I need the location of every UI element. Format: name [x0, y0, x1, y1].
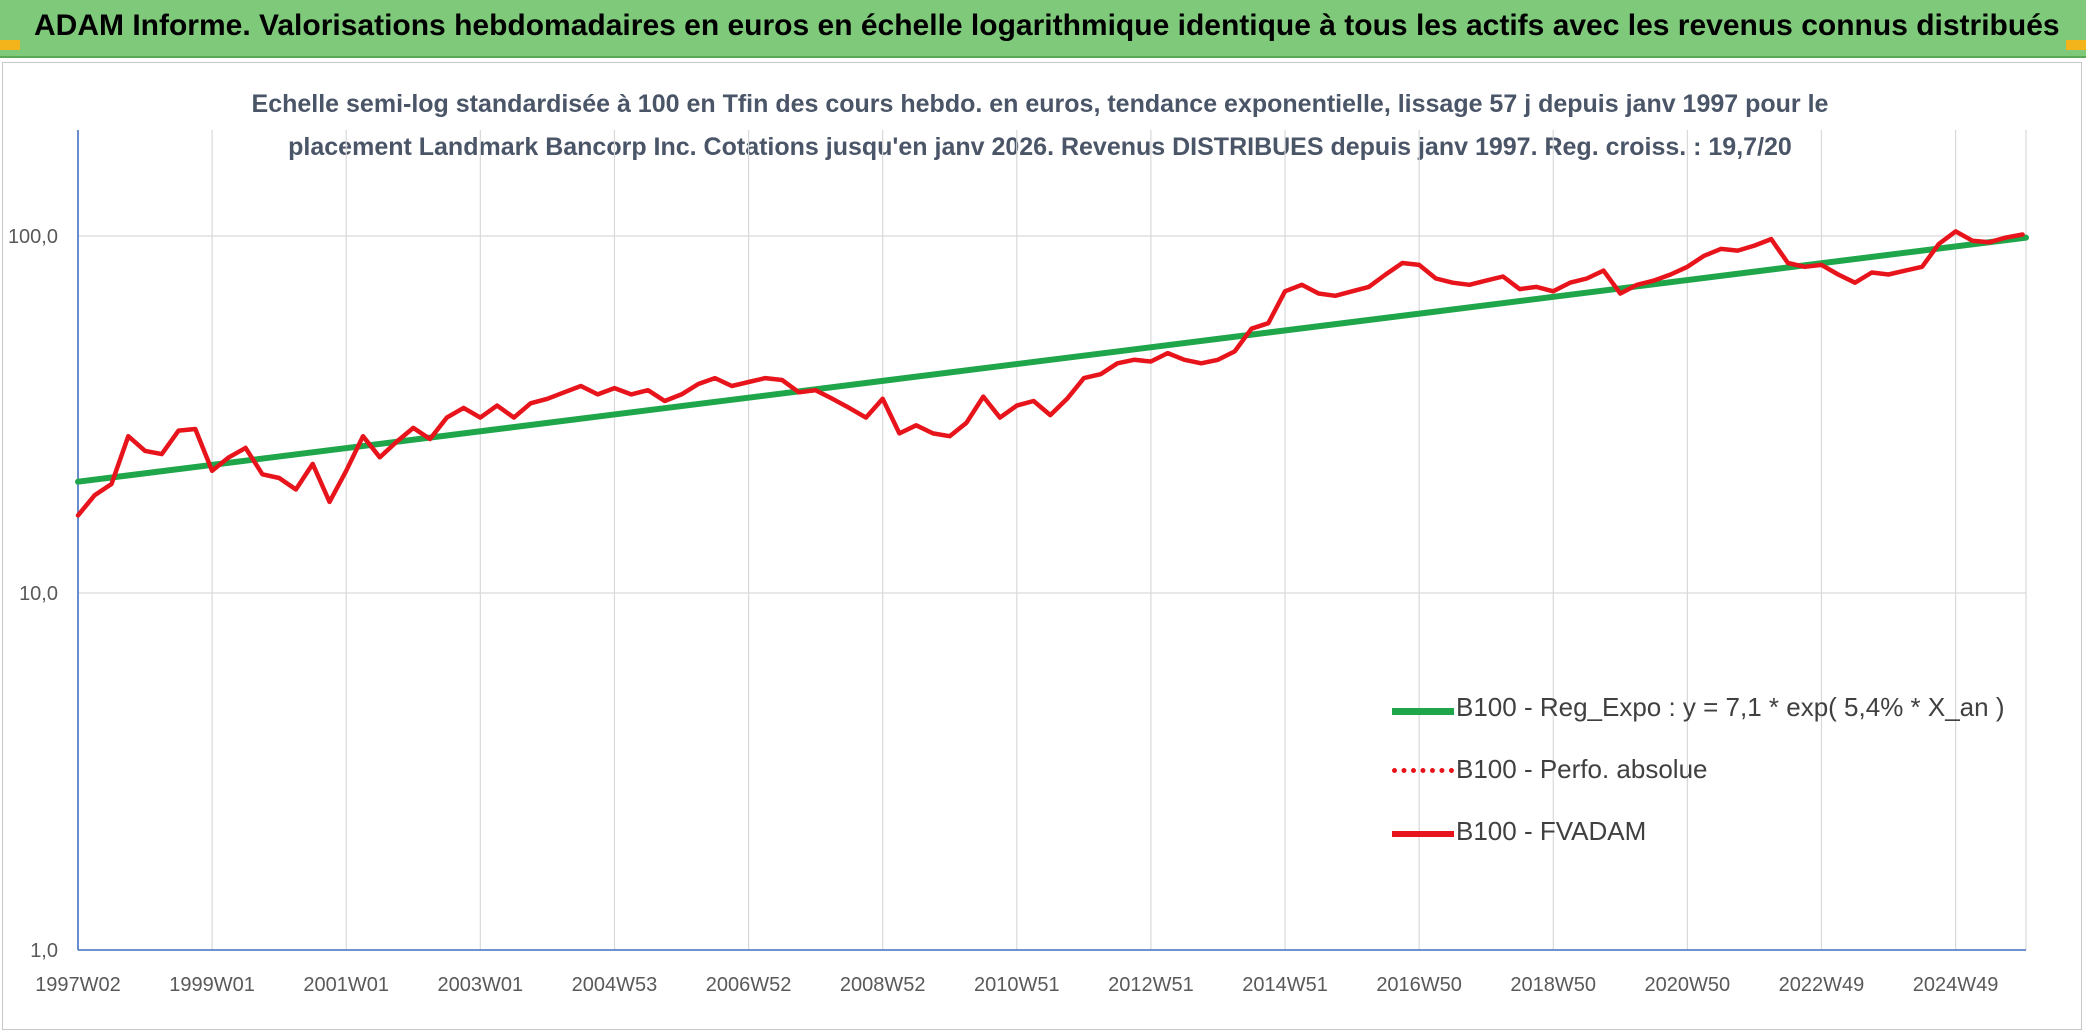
legend-swatch-fvadam [1392, 831, 1454, 837]
legend-swatch-regression [1392, 708, 1454, 715]
x-tick-label-13: 2022W49 [1779, 974, 1865, 996]
series-line-0 [75, 234, 2029, 485]
x-tick-label-0: 1997W02 [35, 974, 121, 996]
x-tick-label-8: 2012W51 [1108, 974, 1194, 996]
corner-marker-right [2066, 40, 2086, 50]
chart-subtitle-line2: placement Landmark Bancorp Inc. Cotation… [288, 133, 1792, 161]
legend-swatch-perfo [1392, 768, 1454, 773]
x-tick-label-12: 2020W50 [1645, 974, 1731, 996]
chart-subtitle-line1: Echelle semi-log standardisée à 100 en T… [251, 90, 1829, 118]
x-tick-label-6: 2008W52 [840, 974, 926, 996]
y-tick-label-0: 1,0 [30, 940, 58, 962]
corner-marker-left [0, 40, 20, 50]
legend-label-fvadam: B100 - FVADAM [1456, 816, 1647, 846]
x-tick-label-5: 2006W52 [706, 974, 792, 996]
chart-frame [2, 62, 2082, 1030]
series-line-2 [75, 229, 2025, 518]
x-tick-label-7: 2010W51 [974, 974, 1060, 996]
header-bar [0, 0, 2086, 58]
x-tick-label-3: 2003W01 [438, 974, 524, 996]
y-tick-label-1: 10,0 [19, 583, 58, 605]
x-tick-label-10: 2016W50 [1376, 974, 1462, 996]
x-tick-label-2: 2001W01 [303, 974, 389, 996]
x-tick-label-4: 2004W53 [572, 974, 658, 996]
page-title: ADAM Informe. Valorisations hebdomadaire… [34, 9, 2060, 42]
x-tick-label-14: 2024W49 [1913, 974, 1999, 996]
y-tick-label-2: 100,0 [8, 226, 58, 248]
x-tick-label-9: 2014W51 [1242, 974, 1328, 996]
legend-label-perfo: B100 - Perfo. absolue [1456, 754, 1708, 784]
x-tick-label-11: 2018W50 [1510, 974, 1596, 996]
x-tick-label-1: 1999W01 [169, 974, 255, 996]
legend-label-regression: B100 - Reg_Expo : y = 7,1 * exp( 5,4% * … [1456, 692, 2005, 722]
